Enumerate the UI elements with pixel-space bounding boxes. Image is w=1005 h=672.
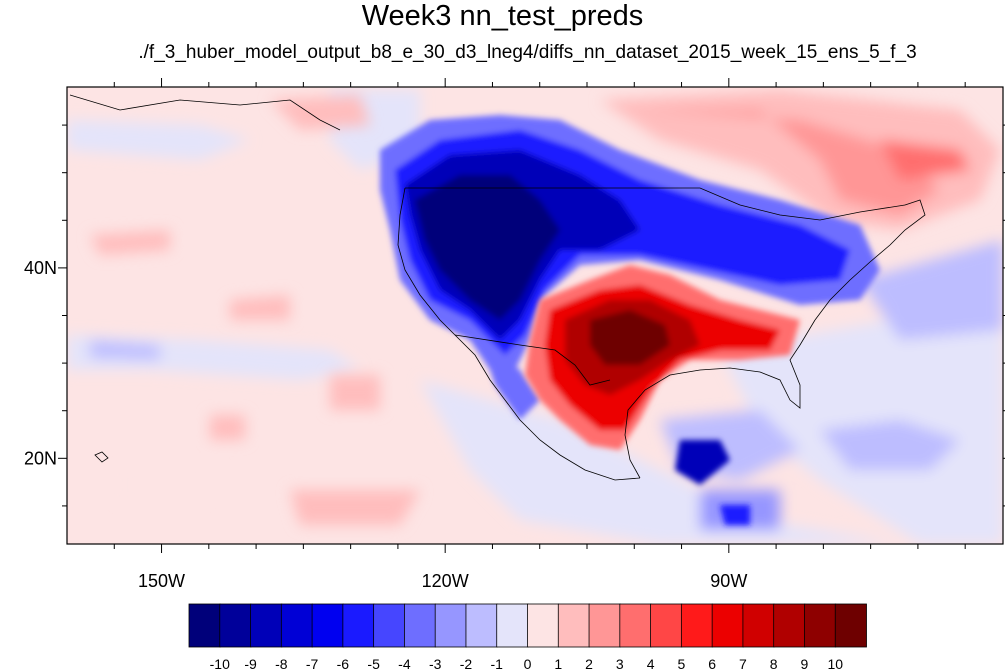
map-field	[67, 87, 1003, 544]
colorbar-box	[219, 603, 252, 648]
field-negative-core	[380, 115, 880, 525]
gulf-coast	[624, 319, 816, 479]
colorbar-label: 9	[801, 656, 809, 672]
west-coast	[397, 187, 641, 481]
colorbar-box	[465, 603, 498, 648]
canada-border	[405, 187, 906, 221]
colorbar-box	[404, 603, 437, 648]
colorbar-box	[557, 603, 590, 648]
colorbar-label: 5	[677, 656, 685, 672]
coastlines	[69, 94, 926, 481]
colorbar-box	[834, 603, 867, 648]
alaska-coast	[69, 94, 341, 131]
lat-tick-label: 40N	[24, 258, 57, 278]
colorbar-label: -8	[275, 656, 288, 672]
colorbar-box	[804, 603, 837, 648]
colorbar-label: 1	[554, 656, 562, 672]
colorbar-box	[373, 603, 406, 648]
lon-tick-label: 90W	[710, 571, 747, 591]
colorbar-label: -1	[491, 656, 504, 672]
map-subtitle: ./f_3_huber_model_output_b8_e_30_d3_lneg…	[138, 42, 917, 63]
colorbar-label: -9	[244, 656, 257, 672]
lon-tick-label: 120W	[422, 571, 469, 591]
colorbar-label: -3	[429, 656, 442, 672]
field-positive-core	[525, 265, 800, 450]
colorbar-label: -6	[337, 656, 350, 672]
colorbar-box	[650, 603, 683, 648]
colorbar-label: 10	[827, 656, 843, 672]
colorbar-label: 4	[647, 656, 655, 672]
colorbar-box	[250, 603, 283, 648]
colorbar-box	[496, 603, 529, 648]
colorbar-label: 6	[708, 656, 716, 672]
colorbar-box	[742, 603, 775, 648]
colorbar-box	[773, 603, 806, 648]
lon-tick-label: 150W	[138, 571, 185, 591]
colorbar-box	[311, 603, 344, 648]
map-title: Week3 nn_test_preds	[361, 0, 644, 32]
colorbar-label: -5	[367, 656, 380, 672]
colorbar-box	[527, 603, 560, 648]
colorbar-box	[188, 603, 221, 648]
colorbar-label: -7	[306, 656, 319, 672]
colorbar: -10 -9 -8 -7 -6 -5 -4 -3 -2 -1 0 1 2 3 4 5 6 7 8 9 10	[188, 603, 867, 672]
mexico-border	[454, 334, 611, 386]
east-coast	[814, 199, 926, 321]
lat-axis: 40N 20N	[24, 124, 1005, 507]
colorbar-box	[342, 603, 375, 648]
colorbar-label: 8	[770, 656, 778, 672]
lon-axis: 150W 120W 90W	[113, 78, 966, 591]
colorbar-label: 7	[739, 656, 747, 672]
colorbar-label: -2	[460, 656, 473, 672]
colorbar-box	[434, 603, 467, 648]
colorbar-label: 3	[616, 656, 624, 672]
colorbar-label: 0	[524, 656, 532, 672]
colorbar-box	[711, 603, 744, 648]
lat-tick-label: 20N	[24, 448, 57, 468]
colorbar-label: 2	[585, 656, 593, 672]
colorbar-box	[588, 603, 621, 648]
colorbar-box	[680, 603, 714, 648]
hawaii	[94, 451, 109, 463]
colorbar-label: -4	[398, 656, 411, 672]
colorbar-box	[280, 603, 313, 648]
colorbar-box	[619, 603, 652, 648]
colorbar-label: -10	[210, 656, 230, 672]
